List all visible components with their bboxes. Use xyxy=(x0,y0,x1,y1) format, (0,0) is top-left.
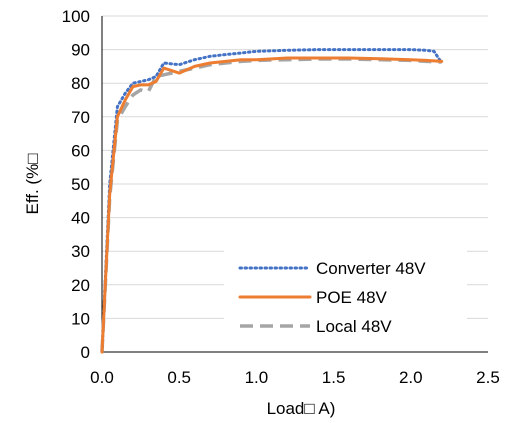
legend-label: Local 48V xyxy=(316,317,392,336)
y-tick-label: 0 xyxy=(81,343,90,362)
y-tick-label: 30 xyxy=(71,242,90,261)
y-tick-label: 60 xyxy=(71,141,90,160)
y-tick-label: 40 xyxy=(71,209,90,228)
x-tick-label: 1.0 xyxy=(245,368,269,387)
y-tick-label: 90 xyxy=(71,41,90,60)
legend-label: POE 48V xyxy=(316,288,388,307)
x-tick-label: 2.5 xyxy=(476,368,500,387)
legend-label: Converter 48V xyxy=(316,259,426,278)
series-line-converter-48v xyxy=(100,48,444,354)
y-tick-label: 100 xyxy=(62,7,90,26)
y-axis-label: Eff. (%□ xyxy=(23,154,42,215)
y-tick-label: 80 xyxy=(71,74,90,93)
y-tick-label: 20 xyxy=(71,276,90,295)
x-axis-label: Load□ A) xyxy=(267,399,336,418)
series-line-poe-48v xyxy=(100,56,444,354)
x-tick-label: 0.0 xyxy=(90,368,114,387)
data-series xyxy=(100,48,444,354)
axes xyxy=(101,16,488,353)
x-tick-label: 0.5 xyxy=(167,368,191,387)
x-tick-label: 2.0 xyxy=(399,368,423,387)
tick-labels: 0 10 20 30 40 50 60 70 80 90 100 0.0 0.5 1.0 1.5 2.0 2.5 xyxy=(62,7,500,387)
y-tick-label: 70 xyxy=(71,108,90,127)
y-tick-label: 10 xyxy=(71,309,90,328)
x-tick-label: 1.5 xyxy=(322,368,346,387)
y-tick-label: 50 xyxy=(71,175,90,194)
legend: Converter 48V POE 48V Local 48V xyxy=(224,247,467,341)
